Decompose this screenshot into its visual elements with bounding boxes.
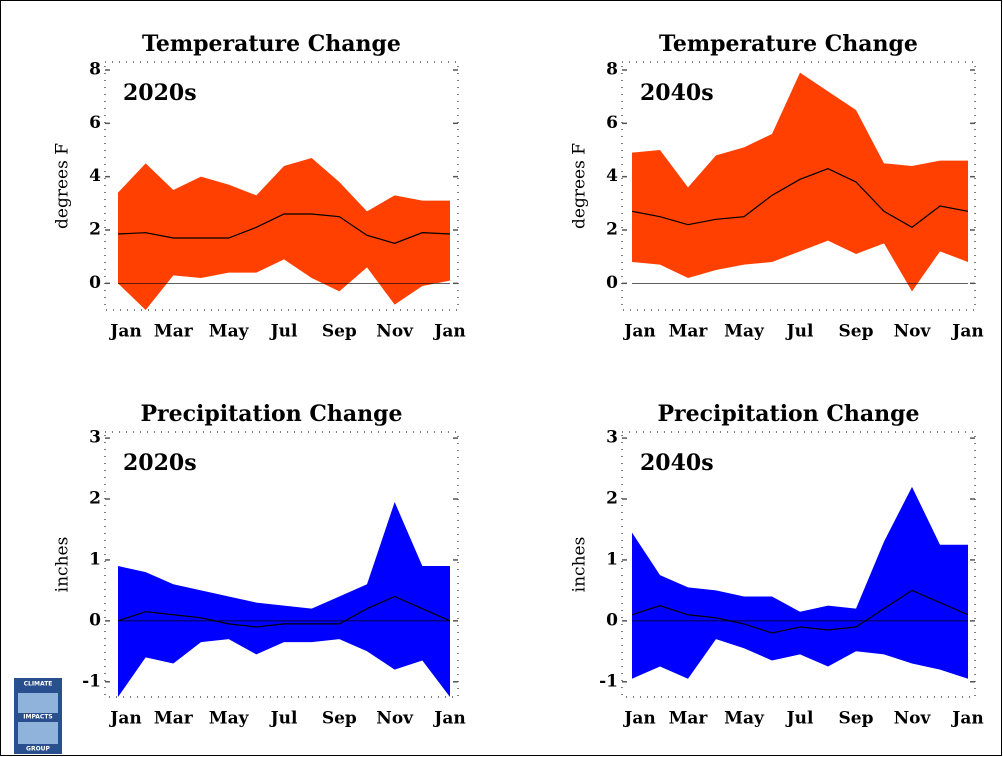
y-tick-label: 3 (89, 428, 101, 448)
chart-title: Temperature Change (659, 31, 918, 57)
x-tick-label: May (209, 709, 250, 729)
x-tick-label: Jul (269, 709, 298, 729)
x-tick-label: Jan (108, 322, 141, 342)
y-tick-label: 1 (89, 549, 101, 569)
x-tick-label: Sep (322, 322, 357, 342)
annotation: 2020s (123, 80, 197, 106)
y-axis-label: inches (570, 537, 590, 593)
x-tick-label: Nov (894, 709, 932, 729)
chart-title: Precipitation Change (140, 401, 402, 427)
chart-title: Temperature Change (142, 31, 401, 57)
y-tick-label: 2 (606, 489, 618, 509)
y-tick-label: 6 (606, 113, 618, 133)
x-tick-label: May (724, 709, 765, 729)
y-tick-label: 0 (606, 273, 618, 293)
x-tick-label: Jan (950, 709, 983, 729)
y-tick-label: 4 (89, 166, 101, 186)
annotation: 2020s (123, 450, 197, 476)
y-tick-label: -1 (599, 671, 618, 691)
y-tick-label: -1 (82, 671, 101, 691)
x-tick-label: Jul (785, 709, 814, 729)
y-tick-label: 6 (89, 113, 101, 133)
x-tick-label: Jan (432, 709, 465, 729)
mean-line (631, 589, 969, 634)
x-tick-label: Jul (269, 322, 298, 342)
y-axis-label: degrees F (53, 143, 73, 229)
range-band (632, 486, 968, 679)
x-tick-label: Nov (376, 322, 414, 342)
y-axis-label: inches (53, 537, 73, 593)
x-tick-label: Nov (894, 322, 932, 342)
y-tick-label: 0 (89, 273, 101, 293)
y-tick-label: 3 (606, 428, 618, 448)
logo-text: GROUP (26, 746, 51, 753)
x-tick-label: Jan (950, 322, 983, 342)
logo: CLIMATE IMPACTS GROUP (14, 678, 62, 754)
x-tick-label: May (724, 322, 765, 342)
x-tick-label: Nov (376, 709, 414, 729)
x-tick-label: Sep (322, 709, 357, 729)
range-band (118, 158, 450, 310)
axes-box (621, 61, 976, 311)
range-band (118, 502, 450, 697)
logo-text: IMPACTS (23, 714, 53, 721)
y-tick-label: 2 (89, 220, 101, 240)
chart-title: Precipitation Change (657, 401, 919, 427)
annotation: 2040s (640, 450, 714, 476)
mean-line (631, 168, 969, 229)
x-tick-label: May (209, 322, 250, 342)
y-tick-label: 2 (89, 489, 101, 509)
y-tick-label: 8 (606, 60, 618, 80)
x-tick-label: Sep (839, 322, 874, 342)
y-tick-label: 0 (606, 610, 618, 630)
x-tick-label: Sep (839, 709, 874, 729)
x-tick-label: Jan (108, 709, 141, 729)
y-tick-label: 4 (606, 166, 618, 186)
logo-text: CLIMATE (24, 681, 53, 688)
x-tick-label: Jul (785, 322, 814, 342)
x-tick-label: Jan (432, 322, 465, 342)
y-tick-label: 2 (606, 220, 618, 240)
y-tick-label: 8 (89, 60, 101, 80)
mean-line (117, 213, 451, 244)
annotation: 2040s (640, 80, 714, 106)
x-tick-label: Jan (622, 322, 655, 342)
x-tick-label: Mar (154, 322, 194, 342)
x-tick-label: Mar (669, 322, 709, 342)
mean-line (117, 595, 451, 628)
x-tick-label: Mar (669, 709, 709, 729)
x-tick-label: Jan (622, 709, 655, 729)
range-band (632, 72, 968, 292)
y-tick-label: 0 (89, 610, 101, 630)
logo-image (18, 693, 58, 713)
axes-box (104, 61, 459, 311)
logo-image (18, 722, 58, 744)
x-tick-label: Mar (154, 709, 194, 729)
y-tick-label: 1 (606, 549, 618, 569)
y-axis-label: degrees F (570, 143, 590, 229)
